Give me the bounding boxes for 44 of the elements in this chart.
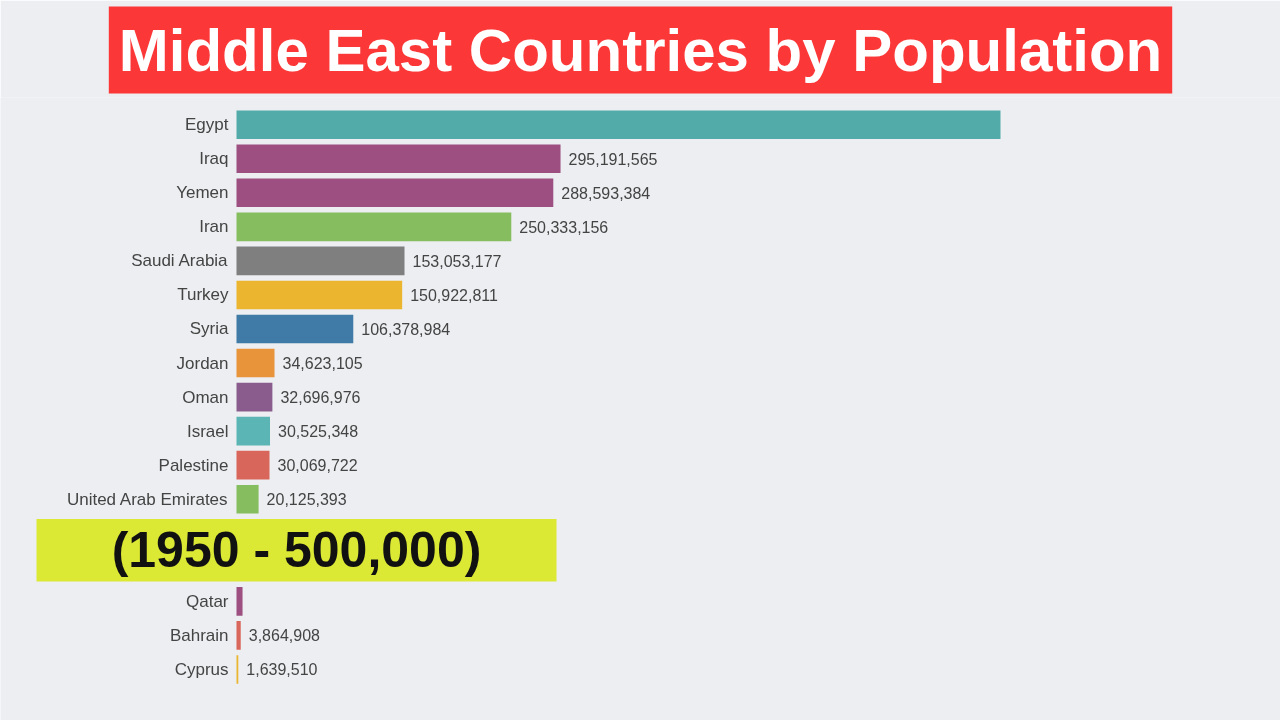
y-tick-label: Turkey [177, 285, 229, 305]
bar [236, 212, 512, 242]
y-tick-label: Palestine [158, 455, 229, 475]
data-label: 250,333,156 [519, 218, 609, 236]
data-label: 153,053,177 [412, 252, 502, 270]
y-tick-label: Cyprus [174, 659, 229, 679]
data-label: 20,125,393 [266, 491, 347, 509]
data-label: 30,525,348 [278, 423, 359, 441]
data-label: 3,864,908 [248, 627, 321, 645]
bar [236, 178, 554, 208]
data-label: 106,378,984 [361, 321, 451, 338]
bar [236, 280, 403, 310]
bar [236, 587, 243, 616]
y-tick-label: Israel [186, 421, 229, 441]
bar [236, 314, 354, 344]
y-tick-label: Syria [189, 319, 230, 339]
text: (1950 - 500,000) [111, 522, 482, 579]
y-tick-label: Saudi Arabia [131, 251, 229, 271]
y-tick-label: Yemen [176, 183, 229, 203]
y-tick-label: Bahrain [169, 625, 229, 645]
y-tick-label: Jordan [176, 353, 229, 373]
chart-title: Middle East Countries by Population [118, 16, 1163, 84]
bar [236, 348, 275, 378]
bar [236, 450, 270, 480]
y-tick-label: Iran [199, 217, 229, 237]
data-label: 295,191,565 [568, 150, 658, 168]
data-label: 32,696,976 [280, 389, 361, 407]
y-tick-label: United Arab Emirates [66, 489, 228, 509]
y-tick-label: Egypt [185, 115, 229, 135]
data-label: 150,922,811 [410, 286, 499, 304]
bar [236, 416, 271, 446]
y-tick-label: Oman [182, 387, 229, 407]
bar [236, 144, 561, 174]
data-label: 1,639,510 [246, 661, 318, 679]
bar [236, 246, 405, 276]
bar [236, 484, 259, 514]
bar [236, 110, 1001, 140]
bar [236, 382, 273, 412]
y-tick-label: Iraq [199, 149, 229, 169]
data-label: 34,623,105 [282, 355, 363, 373]
data-label: 288,593,384 [561, 184, 651, 202]
bar [236, 621, 241, 650]
data-label: 30,069,722 [277, 457, 358, 475]
y-tick-label: Qatar [185, 591, 229, 611]
